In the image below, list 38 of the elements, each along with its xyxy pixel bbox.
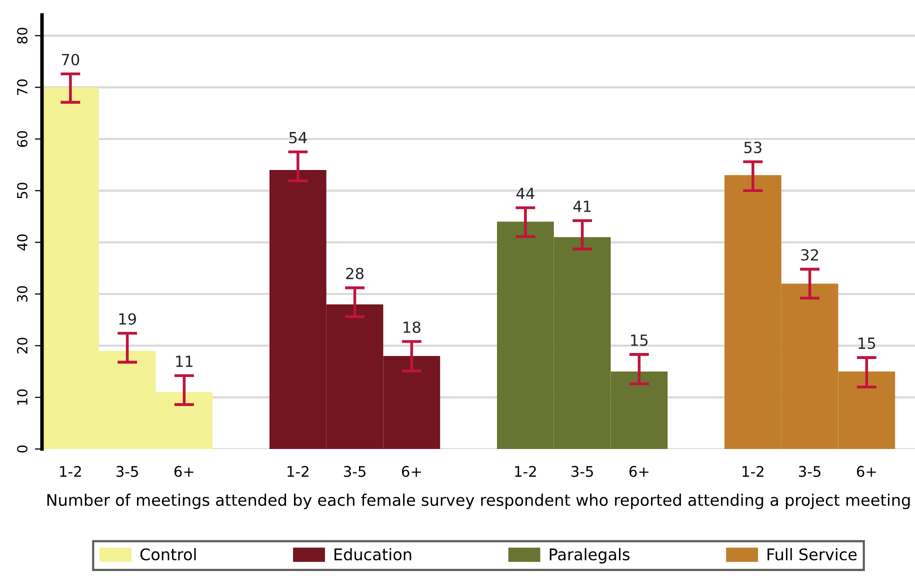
y-tick-label: 60 xyxy=(17,131,28,147)
data-label: 70 xyxy=(62,54,80,66)
y-tick-label: 40 xyxy=(17,234,28,250)
x-tick-label: 1-2 xyxy=(288,466,308,477)
y-tick-label: 20 xyxy=(17,338,28,354)
data-label: 15 xyxy=(631,334,648,346)
legend-label: Full Service xyxy=(768,548,857,560)
data-label: 18 xyxy=(404,321,420,334)
y-tick-label: 50 xyxy=(17,182,28,198)
x-tick-label: 1-2 xyxy=(515,466,536,477)
x-tick-label: 6+ xyxy=(402,466,421,477)
y-tick-label: 80 xyxy=(17,28,28,44)
y-tick-label: 30 xyxy=(17,286,28,302)
data-label: 32 xyxy=(801,249,818,261)
x-tick-label: 1-2 xyxy=(60,466,81,477)
y-tick-label: 10 xyxy=(17,389,28,405)
data-label: 41 xyxy=(573,200,591,212)
x-tick-label: 6+ xyxy=(856,466,876,477)
y-tick-label: 70 xyxy=(17,79,28,96)
data-label: 15 xyxy=(858,338,876,350)
x-tick-label: 6+ xyxy=(629,466,648,477)
legend-label: Education xyxy=(334,548,412,560)
legend-label: Paralegals xyxy=(550,548,630,564)
data-label: 54 xyxy=(289,132,307,144)
y-tick-label: 0 xyxy=(17,446,28,453)
x-tick-label: 3-5 xyxy=(116,466,138,477)
x-tick-label: 1-2 xyxy=(742,466,764,477)
x-tick-label: 3-5 xyxy=(571,466,593,477)
data-label: 28 xyxy=(346,268,364,280)
data-label: 11 xyxy=(176,356,192,367)
x-tick-label: 3-5 xyxy=(344,466,366,477)
x-tick-label: 6+ xyxy=(174,466,194,477)
data-label: 53 xyxy=(744,142,762,154)
x-tick-label: 3-5 xyxy=(798,466,820,477)
data-label: 19 xyxy=(119,313,136,325)
x-axis-title: Number of meetings attended by each female survey respondent who reported attending a project meeting xyxy=(47,494,910,510)
legend-label: Control xyxy=(140,548,196,560)
data-label: 44 xyxy=(516,188,534,199)
